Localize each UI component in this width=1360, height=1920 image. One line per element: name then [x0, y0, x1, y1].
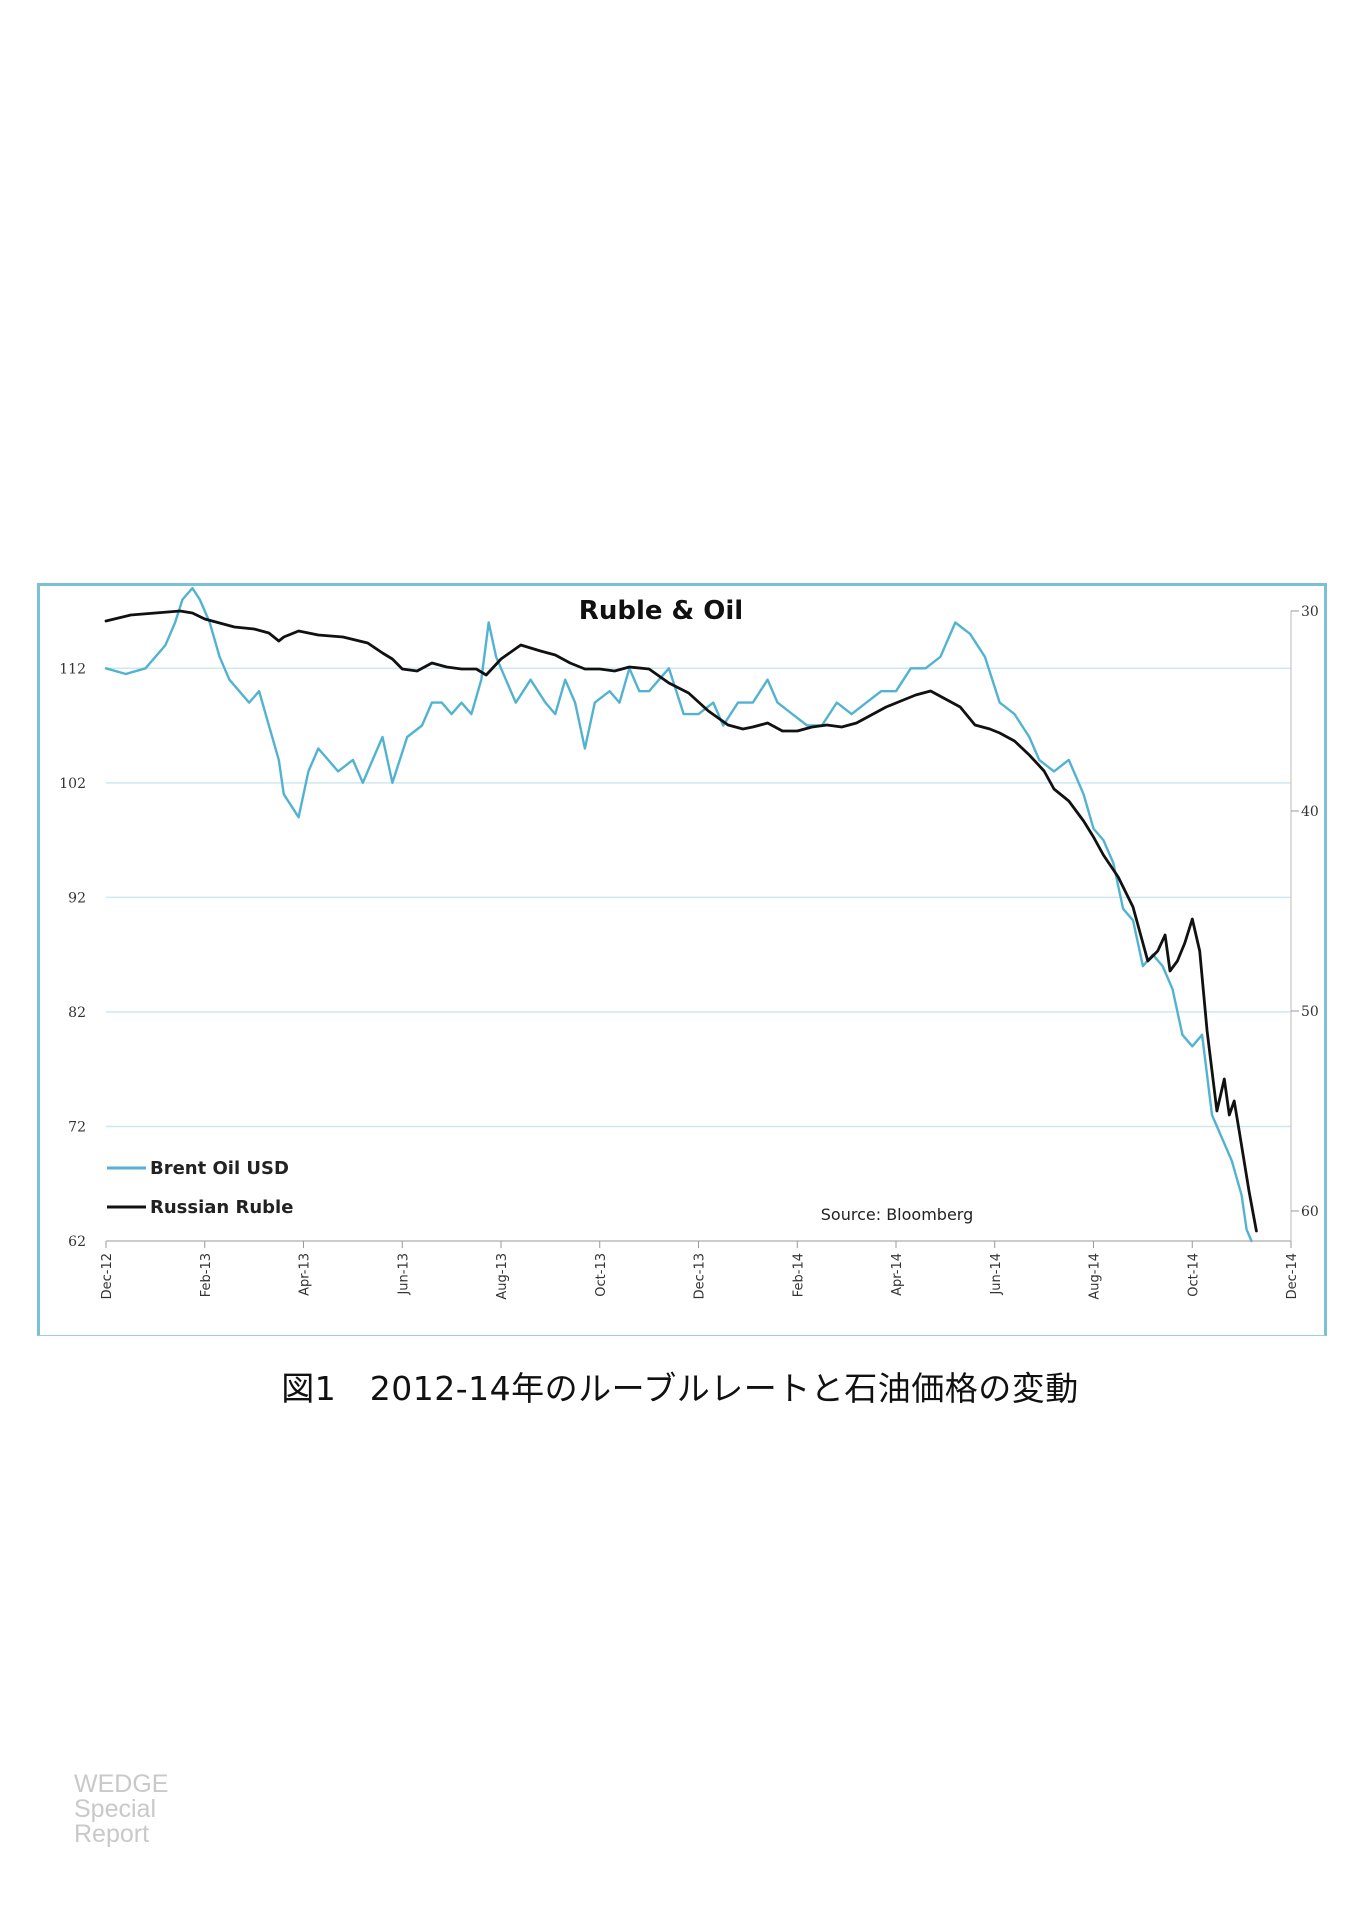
legend-brent-label: Brent Oil USD: [150, 1158, 289, 1179]
y-left-tick-label: 112: [59, 661, 86, 677]
series-lines: [104, 586, 1258, 1243]
y-right-tick-label: 50: [1301, 1004, 1319, 1020]
legend: Brent Oil USD Russian Ruble: [107, 1158, 293, 1218]
x-tick-label: Dec-12: [100, 1253, 115, 1299]
publisher-watermark: WEDGE Special Report: [74, 1772, 168, 1847]
watermark-line: WEDGE: [74, 1770, 169, 1798]
y-left-tick-label: 62: [68, 1234, 86, 1250]
y-left-tick-label: 102: [59, 776, 86, 792]
y-right-tick-label: 30: [1301, 604, 1319, 620]
y-left-tick-label: 92: [68, 890, 86, 906]
axes: 62 72 82 92 102 112 30 40 50 60 Dec-12 Feb-13 Apr-13…: [59, 604, 1319, 1300]
watermark-line: Report: [74, 1820, 150, 1848]
y-right-tick-label: 40: [1301, 804, 1319, 820]
x-tick-label: Oct-14: [1186, 1253, 1201, 1297]
x-tick-label: Aug-13: [495, 1253, 510, 1300]
y-left-tick-label: 72: [68, 1119, 86, 1135]
watermark-line: Special: [74, 1795, 156, 1823]
gridlines: [106, 667, 1291, 1128]
russian-ruble-line: [104, 609, 1258, 1233]
x-tick-label: Jun-13: [396, 1253, 411, 1296]
x-tick-label: Apr-14: [890, 1253, 905, 1296]
x-tick-label: Dec-13: [693, 1253, 708, 1299]
x-tick-label: Oct-13: [594, 1253, 609, 1297]
y-right-tick-label: 60: [1301, 1204, 1319, 1220]
chart-title: Ruble & Oil: [579, 596, 743, 626]
brent-oil-line: [104, 586, 1253, 1243]
x-tick-label: Dec-14: [1285, 1253, 1300, 1299]
chart-frame: 62 72 82 92 102 112 30 40 50 60 Dec-12 Feb-13 Apr-13…: [37, 583, 1327, 1336]
x-tick-label: Feb-13: [199, 1253, 214, 1297]
x-tick-label: Aug-14: [1088, 1253, 1103, 1300]
figure-caption: 図1 2012-14年のルーブルレートと石油価格の変動: [281, 1369, 1079, 1408]
legend-ruble-label: Russian Ruble: [150, 1197, 293, 1218]
x-tick-label: Jun-14: [989, 1253, 1004, 1296]
y-left-tick-label: 82: [68, 1005, 86, 1021]
x-tick-label: Apr-13: [298, 1253, 313, 1296]
source-note: Source: Bloomberg: [821, 1205, 973, 1224]
x-tick-label: Feb-14: [791, 1253, 806, 1297]
line-chart: 62 72 82 92 102 112 30 40 50 60 Dec-12 Feb-13 Apr-13…: [59, 586, 1319, 1300]
